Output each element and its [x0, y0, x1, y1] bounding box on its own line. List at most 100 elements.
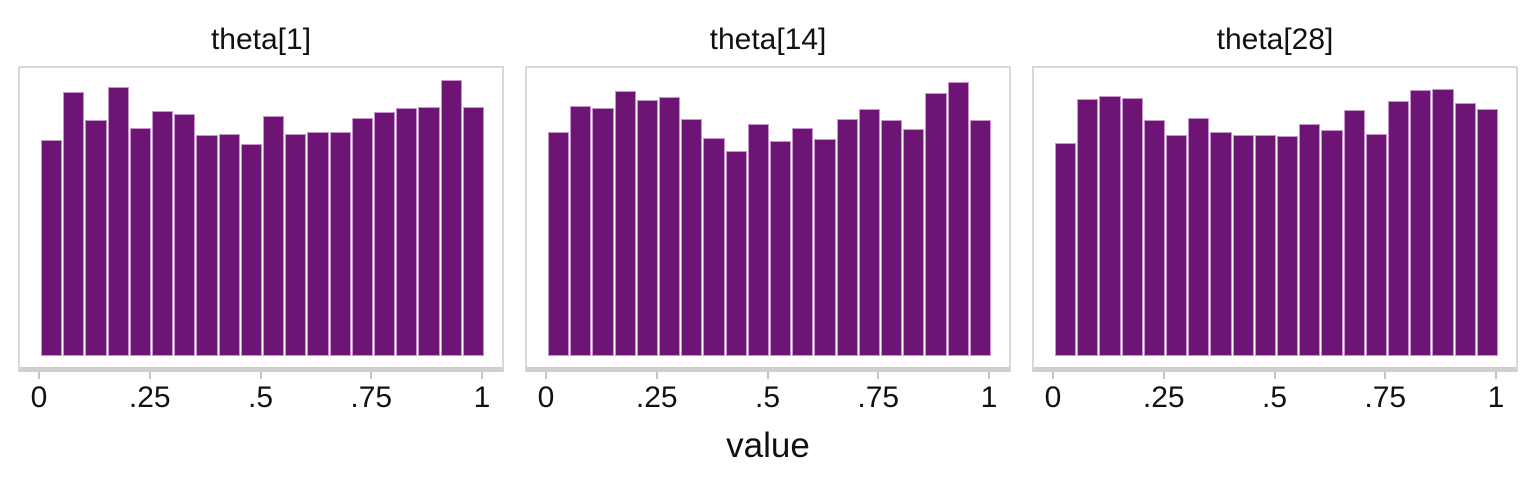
plot-area [525, 66, 1011, 372]
histogram-bar [1210, 132, 1232, 356]
histogram-bar [1321, 130, 1343, 356]
histogram-bar [1188, 118, 1210, 356]
axis-tick-label: 1 [473, 381, 491, 414]
axis-tick-mark [38, 372, 40, 379]
axis-tick-label: .5 [247, 381, 274, 414]
axis-tick-label: .25 [635, 381, 678, 414]
axis-tick-mark [1384, 372, 1387, 379]
axis-tick-mark [259, 372, 262, 379]
histogram-bar [307, 132, 329, 356]
axis-tick-mark [545, 372, 547, 379]
axis-tick-mark [1052, 372, 1054, 379]
histogram-bar [725, 151, 747, 356]
histogram-bar [836, 119, 858, 356]
axis-tick-label: .75 [1364, 381, 1407, 414]
histogram-bar [374, 112, 396, 356]
histogram-bar [592, 108, 614, 356]
x-axis-label: value [726, 426, 810, 465]
histogram-panel: theta[14] 0 .25 .5 .75 1 [525, 24, 1011, 424]
histogram-bar [129, 128, 152, 356]
histogram-bar [1143, 120, 1166, 356]
histogram-panels-row: theta[1] 0.25.5.75 1 theta[14] 0.25.5.75 1 the… [18, 24, 1536, 424]
histogram-bar [969, 120, 992, 356]
histogram-bar [263, 116, 285, 356]
histogram-bar [329, 132, 351, 356]
axis-tick-label: .5 [1261, 381, 1288, 414]
histogram-bar [1365, 134, 1388, 356]
histogram-bar [947, 82, 969, 356]
histogram-bar [1254, 135, 1277, 356]
histogram-panel: theta[28] 0 .25 .5 .75 1 [1032, 24, 1518, 424]
histogram-bar [1299, 124, 1321, 356]
histogram-bar [218, 134, 240, 356]
histogram-bar [792, 128, 814, 356]
histogram-bar [1454, 103, 1476, 356]
histogram-bar [107, 87, 129, 356]
bars-region [1055, 68, 1499, 356]
histogram-bar [1432, 89, 1454, 356]
panel-title: theta[28] [1216, 23, 1334, 56]
x-axis-scale: 0 .25 .5 .75 1 [1045, 372, 1504, 424]
histogram-bar [548, 132, 570, 356]
histogram-bar [1166, 135, 1188, 356]
x-axis-scale: 0 .25 .5 .75 1 [538, 372, 997, 424]
histogram-bar [440, 80, 462, 356]
axis-tick-label: 1 [980, 381, 998, 414]
histogram-bar [703, 138, 725, 356]
axis-tick-label: .25 [128, 381, 171, 414]
axis-tick-mark [1162, 372, 1165, 379]
histogram-bar [747, 124, 770, 356]
histogram-bar [285, 134, 307, 356]
histogram-bar [174, 114, 196, 356]
x-axis: 0 .25 .5 .75 1 [1032, 372, 1518, 424]
histogram-bar [1077, 99, 1099, 356]
axis-tick-mark [766, 372, 769, 379]
histogram-bar [240, 144, 263, 356]
histogram-bar [770, 141, 792, 356]
histogram-bar [614, 91, 636, 356]
bars-region [41, 68, 485, 356]
histogram-bar [903, 129, 925, 356]
histogram-bar [1232, 135, 1254, 356]
histogram-bar [925, 93, 947, 356]
axis-tick-label: .5 [754, 381, 781, 414]
histogram-bar [152, 111, 174, 356]
histogram-bar [63, 92, 85, 356]
axis-tick-label: .25 [1142, 381, 1185, 414]
histogram-bar [681, 119, 703, 356]
histogram-bar [85, 120, 107, 356]
x-axis-scale: 0 .25 .5 .75 1 [31, 372, 490, 424]
histogram-panel: theta[1] 0 .25 .5 .75 1 [18, 24, 504, 424]
histogram-bar [1055, 143, 1077, 356]
axis-tick-mark [988, 372, 990, 379]
panel-title: theta[1] [210, 23, 312, 56]
axis-tick-mark [148, 372, 151, 379]
histogram-bar [814, 139, 836, 356]
x-axis: 0 .25 .5 .75 1 [525, 372, 1011, 424]
axis-tick-label: 0 [30, 381, 48, 414]
axis-tick-label: .75 [350, 381, 393, 414]
histogram-bar [462, 107, 485, 356]
histogram-bar [570, 106, 592, 356]
histogram-bar [1410, 90, 1432, 356]
histogram-bar [41, 140, 63, 356]
histogram-bar [351, 118, 374, 356]
axis-tick-label: 1 [1487, 381, 1505, 414]
axis-tick-mark [1273, 372, 1276, 379]
axis-tick-mark [655, 372, 658, 379]
bars-region [548, 68, 992, 356]
plot-area [1032, 66, 1518, 372]
histogram-bar [1099, 96, 1121, 356]
histogram-bar [659, 97, 681, 356]
histogram-bar [196, 135, 218, 356]
histogram-bar [1343, 110, 1365, 356]
histogram-bar [858, 109, 881, 356]
axis-tick-label: .75 [857, 381, 900, 414]
panel-title: theta[14] [709, 23, 827, 56]
histogram-bar [636, 100, 659, 356]
axis-tick-mark [481, 372, 483, 379]
histogram-bar [881, 120, 903, 356]
axis-tick-mark [877, 372, 880, 379]
histogram-bar [1277, 136, 1299, 356]
